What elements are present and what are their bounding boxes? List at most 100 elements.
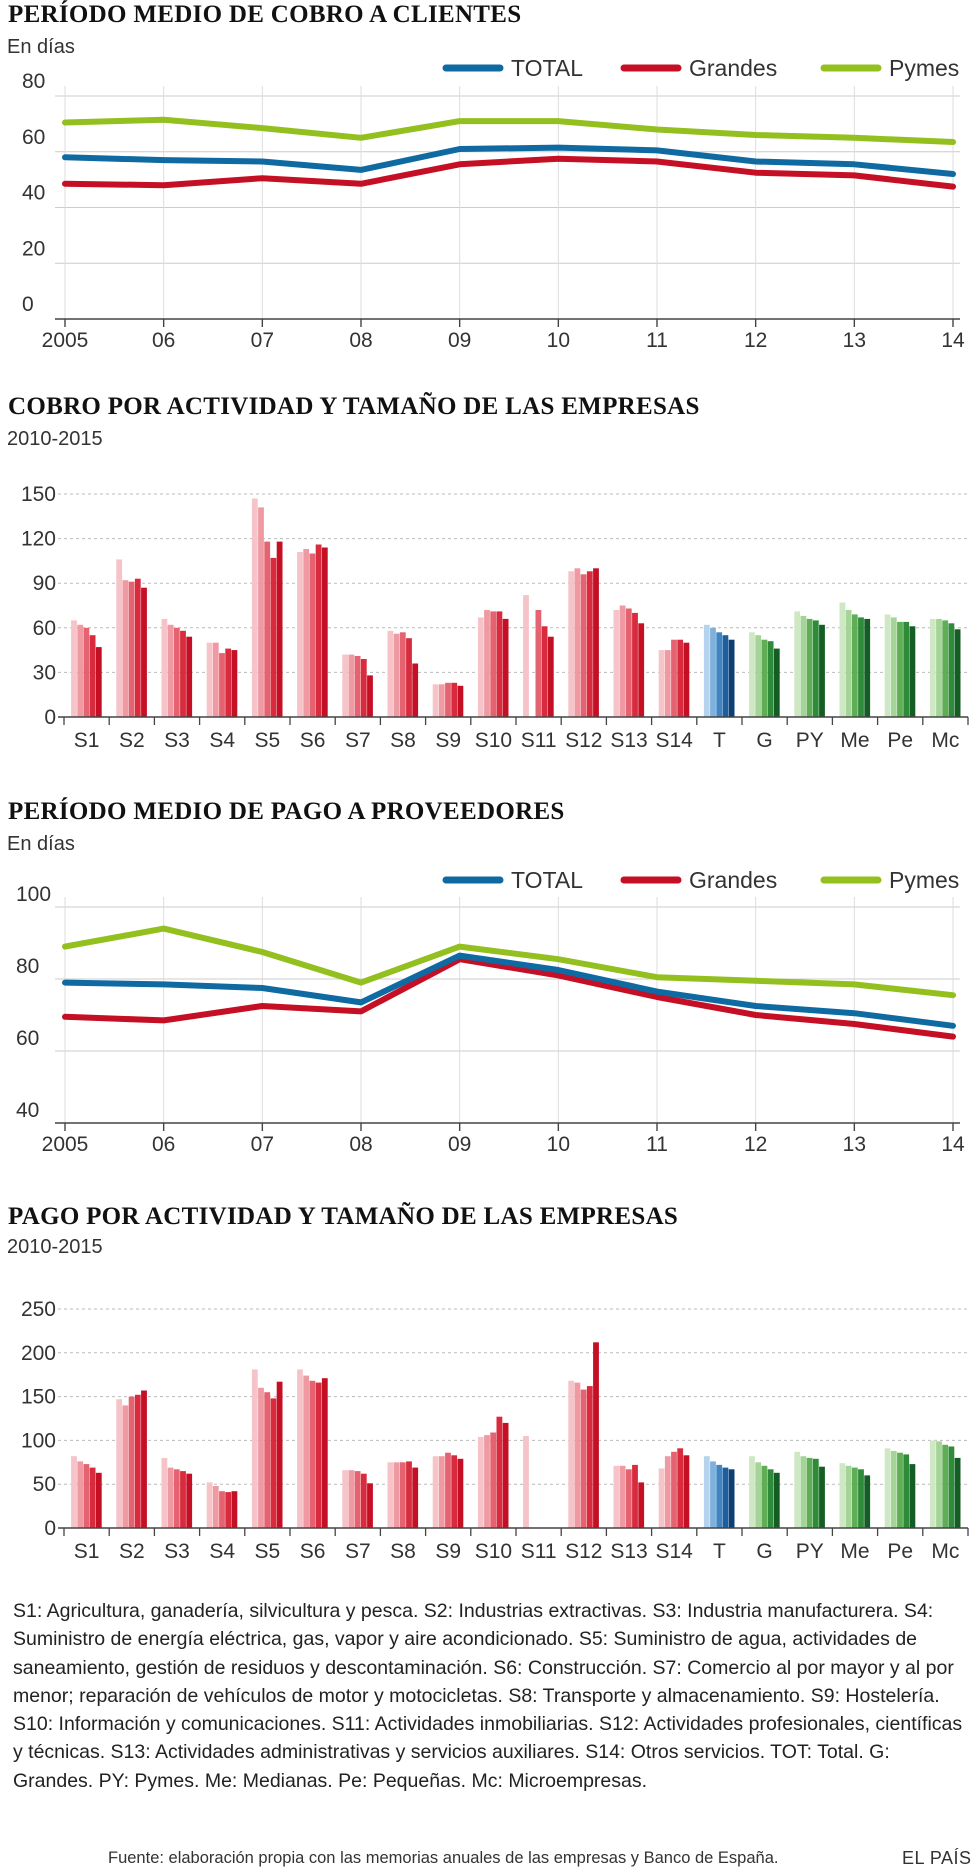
bar [251, 498, 258, 717]
bar [625, 1469, 632, 1528]
bar [664, 650, 671, 717]
bar [412, 663, 419, 717]
bar [728, 639, 735, 717]
bar [315, 544, 322, 717]
bar [297, 552, 303, 717]
bar [134, 1394, 141, 1528]
bar [264, 1392, 271, 1528]
bar [703, 624, 710, 717]
bar [632, 1464, 638, 1528]
bar [264, 541, 271, 717]
bar [438, 684, 445, 717]
bar [523, 595, 529, 717]
chart3-subtitle: En días [7, 833, 75, 855]
bar [677, 639, 684, 717]
bar [173, 627, 180, 717]
bar [399, 632, 406, 717]
bar [683, 1455, 690, 1528]
x-tick-label: S2 [119, 729, 145, 752]
x-tick-label: 08 [349, 1133, 372, 1156]
x-tick-label: PY [796, 729, 824, 752]
bar [568, 571, 575, 717]
bar [71, 1456, 77, 1528]
legend-label: Pymes [889, 55, 959, 81]
bar [276, 1381, 283, 1528]
bar [523, 1436, 529, 1528]
bar [406, 1461, 412, 1528]
legend-label: TOTAL [511, 867, 583, 893]
bar [839, 1463, 846, 1528]
bar [845, 1465, 852, 1528]
x-tick-label: PY [796, 1540, 824, 1563]
y-tick-label: 80 [16, 955, 39, 978]
bar [225, 1492, 232, 1528]
y-tick-label: 60 [22, 126, 45, 149]
y-tick-label: 90 [33, 572, 56, 595]
bar [180, 630, 186, 717]
bar [161, 1457, 168, 1528]
bar [664, 1456, 671, 1528]
bar [819, 1466, 825, 1528]
bar [671, 1451, 677, 1528]
x-tick-label: Pe [887, 1540, 913, 1563]
bar [367, 675, 373, 717]
source-note: Fuente: elaboración propia con las memor… [108, 1849, 779, 1867]
bar [755, 1462, 762, 1528]
bar [128, 581, 135, 717]
bar [399, 1462, 406, 1528]
bar [309, 553, 316, 717]
x-tick-label: 10 [547, 329, 570, 352]
y-tick-label: 100 [21, 1429, 56, 1452]
x-tick-label: S5 [255, 729, 281, 752]
bar [219, 653, 225, 717]
bar [574, 568, 581, 717]
bar [180, 1471, 186, 1528]
bar [839, 602, 846, 717]
y-tick-label: 30 [33, 661, 56, 684]
bar [206, 1482, 213, 1528]
chart-pago-proveedores: TOTAL Grandes Pymes 40 60 80 100 2005 06 07 08 09 10… [16, 867, 965, 1156]
x-tick-label: S14 [656, 729, 694, 752]
bar [819, 624, 825, 717]
bar [484, 1435, 490, 1528]
bar [303, 549, 310, 717]
y-tick-label: 20 [22, 237, 45, 260]
bar [716, 1464, 723, 1528]
bar [547, 636, 554, 717]
brand-label: EL PAÍS [902, 1848, 972, 1868]
bar [903, 1454, 910, 1528]
bar [954, 629, 961, 717]
x-tick-label: 06 [152, 1133, 175, 1156]
chart2-subtitle: 2010-2015 [7, 428, 103, 450]
legend-label: Grandes [689, 867, 777, 893]
bar [348, 1470, 355, 1528]
bar [496, 1416, 503, 1528]
bar [445, 1452, 451, 1528]
bar [625, 608, 632, 717]
bar [83, 627, 90, 717]
x-tick-label: S11 [521, 1540, 557, 1563]
bar [77, 1461, 84, 1528]
series-line-total [62, 952, 956, 1029]
bar [812, 1458, 819, 1528]
bar [586, 1386, 593, 1528]
bar [794, 611, 801, 717]
bar [761, 639, 768, 717]
bar [580, 1389, 587, 1528]
bar [535, 610, 542, 717]
y-tick-label: 40 [16, 1099, 39, 1122]
x-tick-label: Me [840, 1540, 869, 1563]
bar [321, 547, 328, 717]
x-tick-label: S13 [610, 1540, 647, 1563]
bar [890, 617, 897, 717]
bar [948, 1446, 955, 1528]
bar [851, 614, 858, 717]
bar [186, 1473, 193, 1528]
bar [903, 621, 910, 717]
bar [619, 605, 626, 717]
x-tick-label: S3 [164, 1540, 190, 1563]
bar [929, 1440, 936, 1528]
bar [490, 611, 497, 717]
bar [580, 574, 587, 717]
bar [412, 1467, 419, 1528]
